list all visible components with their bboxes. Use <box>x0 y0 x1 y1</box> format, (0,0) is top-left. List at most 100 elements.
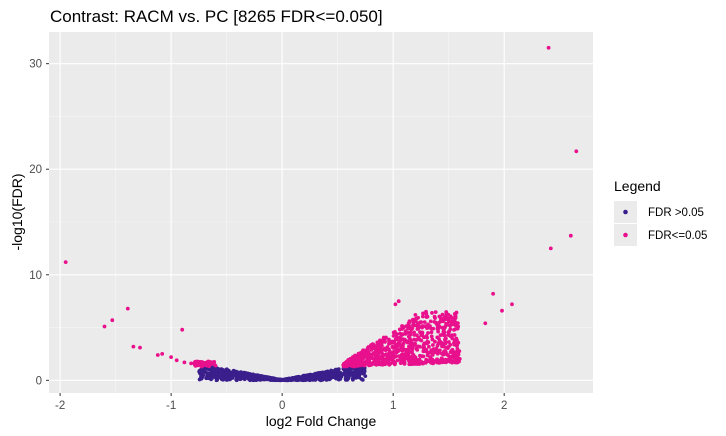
point-fdr-significant <box>453 360 458 365</box>
point-fdr-not-significant <box>351 376 355 380</box>
point-fdr-significant <box>448 327 453 332</box>
point-fdr-significant <box>429 334 434 339</box>
point-fdr-significant <box>410 350 414 355</box>
point-fdr-significant-outlier <box>193 362 198 367</box>
point-fdr-not-significant <box>337 371 341 376</box>
point-fdr-significant <box>395 349 400 354</box>
point-fdr-significant-outlier <box>160 352 165 356</box>
point-fdr-significant <box>374 350 379 354</box>
point-fdr-not-significant <box>214 378 219 383</box>
point-fdr-not-significant <box>229 374 234 378</box>
point-fdr-significant <box>422 342 426 347</box>
point-fdr-significant <box>429 349 434 354</box>
point-fdr-significant <box>351 355 355 359</box>
point-fdr-significant <box>419 338 424 343</box>
point-fdr-significant <box>432 314 437 319</box>
point-fdr-significant <box>430 311 434 315</box>
point-fdr-significant <box>351 364 356 369</box>
point-fdr-significant <box>428 319 433 324</box>
point-fdr-significant-outlier <box>574 149 579 154</box>
point-fdr-not-significant <box>260 374 264 379</box>
point-fdr-not-significant <box>218 375 223 380</box>
point-fdr-significant <box>417 362 422 366</box>
point-fdr-significant <box>438 348 442 353</box>
point-fdr-significant <box>423 324 427 329</box>
point-fdr-not-significant <box>219 367 223 372</box>
point-fdr-significant <box>403 332 408 336</box>
point-fdr-not-significant <box>324 378 329 382</box>
point-fdr-significant <box>425 339 430 344</box>
point-fdr-not-significant <box>215 366 220 371</box>
point-fdr-not-significant <box>345 377 350 381</box>
point-fdr-not-significant <box>347 370 351 375</box>
point-fdr-not-significant <box>354 369 359 374</box>
point-fdr-significant <box>390 344 395 349</box>
point-fdr-significant <box>415 348 420 352</box>
point-fdr-not-significant <box>360 378 365 382</box>
point-fdr-significant <box>390 354 395 359</box>
point-fdr-significant <box>433 339 437 344</box>
point-fdr-significant <box>358 361 362 366</box>
point-fdr-not-significant <box>197 377 202 382</box>
point-fdr-not-significant <box>234 378 239 383</box>
point-fdr-significant <box>416 321 421 326</box>
point-fdr-not-significant <box>334 367 339 372</box>
point-fdr-significant <box>375 362 380 366</box>
point-fdr-not-significant <box>224 367 229 372</box>
point-fdr-significant <box>208 362 213 367</box>
legend: Legend FDR >0.05 FDR<=0.05 <box>614 178 707 246</box>
point-fdr-significant <box>425 335 429 340</box>
point-fdr-significant <box>412 333 417 337</box>
point-fdr-not-significant <box>323 374 328 378</box>
point-fdr-significant <box>376 356 381 361</box>
point-fdr-significant <box>443 324 448 329</box>
point-fdr-significant <box>435 357 439 362</box>
point-fdr-significant <box>452 328 456 332</box>
point-fdr-significant <box>393 337 398 342</box>
point-fdr-significant <box>443 357 448 362</box>
x-tick-label: 1 <box>390 400 396 412</box>
point-fdr-not-significant <box>216 372 220 377</box>
point-fdr-significant <box>455 343 460 348</box>
point-fdr-not-significant <box>285 377 289 382</box>
point-fdr-significant <box>416 344 420 349</box>
point-fdr-significant-outlier <box>491 291 495 296</box>
point-fdr-significant <box>413 341 417 346</box>
point-fdr-not-significant <box>240 376 245 381</box>
point-fdr-significant-outlier <box>63 260 68 264</box>
point-fdr-significant <box>412 337 416 342</box>
point-fdr-not-significant <box>225 370 230 375</box>
y-axis-title: -log10(FDR) <box>9 173 25 250</box>
point-fdr-significant <box>445 346 450 350</box>
point-fdr-significant <box>455 355 460 360</box>
point-fdr-significant-outlier <box>500 308 504 313</box>
plot-panel <box>49 32 593 393</box>
point-fdr-significant <box>440 332 445 337</box>
x-tick-label: 0 <box>279 400 285 412</box>
point-fdr-significant <box>384 352 389 357</box>
point-fdr-significant <box>402 356 407 361</box>
point-fdr-not-significant <box>229 370 234 375</box>
point-fdr-significant-outlier <box>200 361 205 366</box>
point-fdr-significant-outlier <box>125 306 130 311</box>
point-fdr-significant-outlier <box>169 355 174 359</box>
point-fdr-significant <box>408 344 413 349</box>
point-fdr-significant <box>418 353 422 358</box>
point-fdr-significant <box>365 351 370 356</box>
point-fdr-significant <box>436 341 441 346</box>
point-fdr-significant <box>356 351 361 356</box>
point-fdr-significant <box>426 331 430 335</box>
point-fdr-not-significant <box>202 369 206 374</box>
point-fdr-significant <box>375 346 380 350</box>
point-fdr-significant <box>365 346 370 350</box>
point-fdr-not-significant <box>340 372 345 377</box>
point-fdr-significant <box>368 356 373 360</box>
legend-title: Legend <box>614 178 661 194</box>
point-fdr-not-significant <box>243 376 248 381</box>
point-fdr-significant <box>424 311 429 316</box>
point-fdr-significant <box>426 322 430 327</box>
point-fdr-significant <box>416 315 420 320</box>
point-fdr-not-significant <box>352 372 356 377</box>
